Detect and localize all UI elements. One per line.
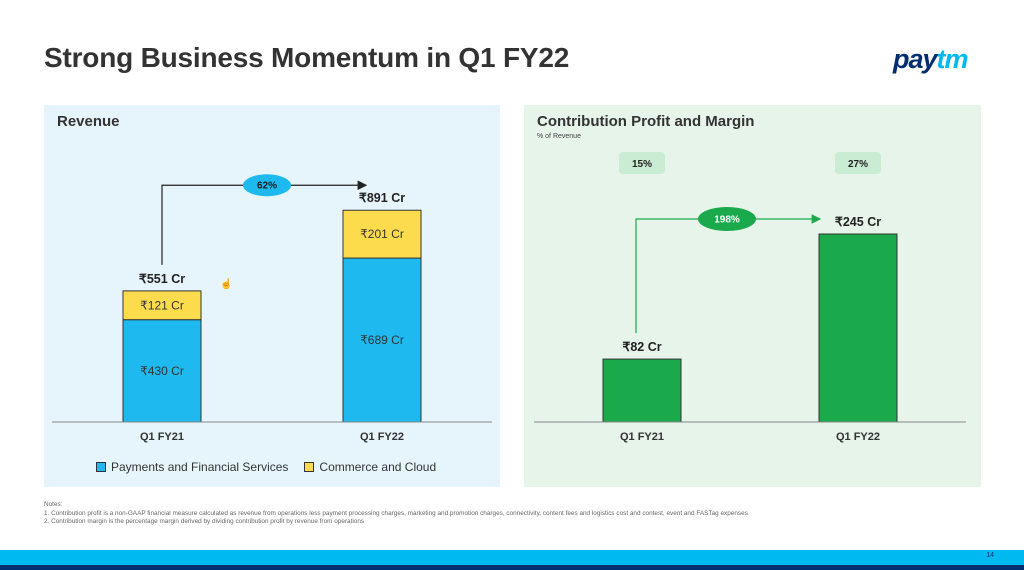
segment-label-commerce-2: ₹201 Cr bbox=[360, 227, 404, 241]
segment-label-payments-2: ₹689 Cr bbox=[360, 333, 404, 347]
margin-pill-1 bbox=[619, 152, 665, 174]
revenue-panel: Revenue ₹430 Cr ₹121 Cr ₹551 Cr Q1 FY21 ₹689… bbox=[44, 105, 500, 487]
footer-bar: 14 bbox=[0, 550, 1024, 570]
margin-pill-2 bbox=[835, 152, 881, 174]
legend-item-commerce: Commerce and Cloud bbox=[304, 460, 436, 474]
total-label-2: ₹891 Cr bbox=[359, 191, 405, 205]
value-label-2: ₹245 Cr bbox=[835, 215, 881, 229]
x-tick-label-1: Q1 FY21 bbox=[620, 431, 664, 443]
revenue-chart-title: Revenue bbox=[57, 113, 120, 130]
contribution-chart: ₹82 Cr Q1 FY21 15% ₹245 Cr Q1 FY22 27% 198% bbox=[534, 152, 966, 443]
revenue-legend: Payments and Financial Services Commerce… bbox=[96, 460, 436, 474]
contribution-panel: Contribution Profit and Margin % of Reve… bbox=[524, 105, 981, 487]
page-number: 14 bbox=[986, 552, 994, 559]
segment-label-commerce-1: ₹121 Cr bbox=[140, 298, 184, 312]
legend-label-commerce: Commerce and Cloud bbox=[319, 460, 437, 474]
footer-stripe bbox=[0, 565, 1024, 570]
revenue-chart: ₹430 Cr ₹121 Cr ₹551 Cr Q1 FY21 ₹689 Cr ₹201 … bbox=[52, 174, 492, 443]
margin-label-2: 27% bbox=[848, 159, 868, 170]
legend-label-payments: Payments and Financial Services bbox=[111, 460, 289, 474]
growth-pill bbox=[698, 207, 756, 231]
bar-commerce-1 bbox=[122, 290, 202, 321]
note-line-2: 2. Contribution margin is the percentage… bbox=[44, 518, 365, 526]
notes-heading: Notes: bbox=[44, 501, 63, 508]
bar-profit-2 bbox=[818, 233, 898, 423]
segment-label-payments-1: ₹430 Cr bbox=[140, 364, 184, 378]
contribution-chart-subtitle: % of Revenue bbox=[537, 133, 581, 140]
margin-label-1: 15% bbox=[632, 159, 652, 170]
bar-commerce-2 bbox=[342, 209, 422, 259]
bar-payments-2 bbox=[342, 257, 422, 423]
x-tick-label-2: Q1 FY22 bbox=[836, 431, 880, 443]
notes: Notes: 1. Contribution profit is a non-G… bbox=[44, 501, 748, 527]
bar-profit-1 bbox=[602, 358, 682, 423]
contribution-chart-title: Contribution Profit and Margin bbox=[537, 113, 755, 130]
note-line-1: 1. Contribution profit is a non-GAAP fin… bbox=[44, 509, 748, 517]
growth-label: 198% bbox=[714, 215, 740, 226]
page-title: Strong Business Momentum in Q1 FY22 bbox=[44, 42, 570, 73]
legend-item-payments: Payments and Financial Services bbox=[96, 460, 288, 474]
legend-swatch-commerce bbox=[304, 462, 315, 472]
paytm-logo: paytm bbox=[893, 44, 969, 74]
growth-arrow bbox=[635, 214, 822, 334]
growth-arrow bbox=[161, 180, 368, 265]
x-tick-label-2: Q1 FY22 bbox=[360, 431, 404, 443]
value-label-1: ₹82 Cr bbox=[622, 340, 661, 354]
hand-cursor-icon: ☝ bbox=[220, 279, 233, 290]
legend-swatch-payments bbox=[96, 462, 106, 472]
bar-payments-1 bbox=[122, 319, 202, 423]
growth-label: 62% bbox=[257, 181, 277, 192]
growth-pill bbox=[243, 174, 291, 197]
total-label-1: ₹551 Cr bbox=[139, 272, 185, 286]
x-tick-label-1: Q1 FY21 bbox=[140, 431, 184, 443]
